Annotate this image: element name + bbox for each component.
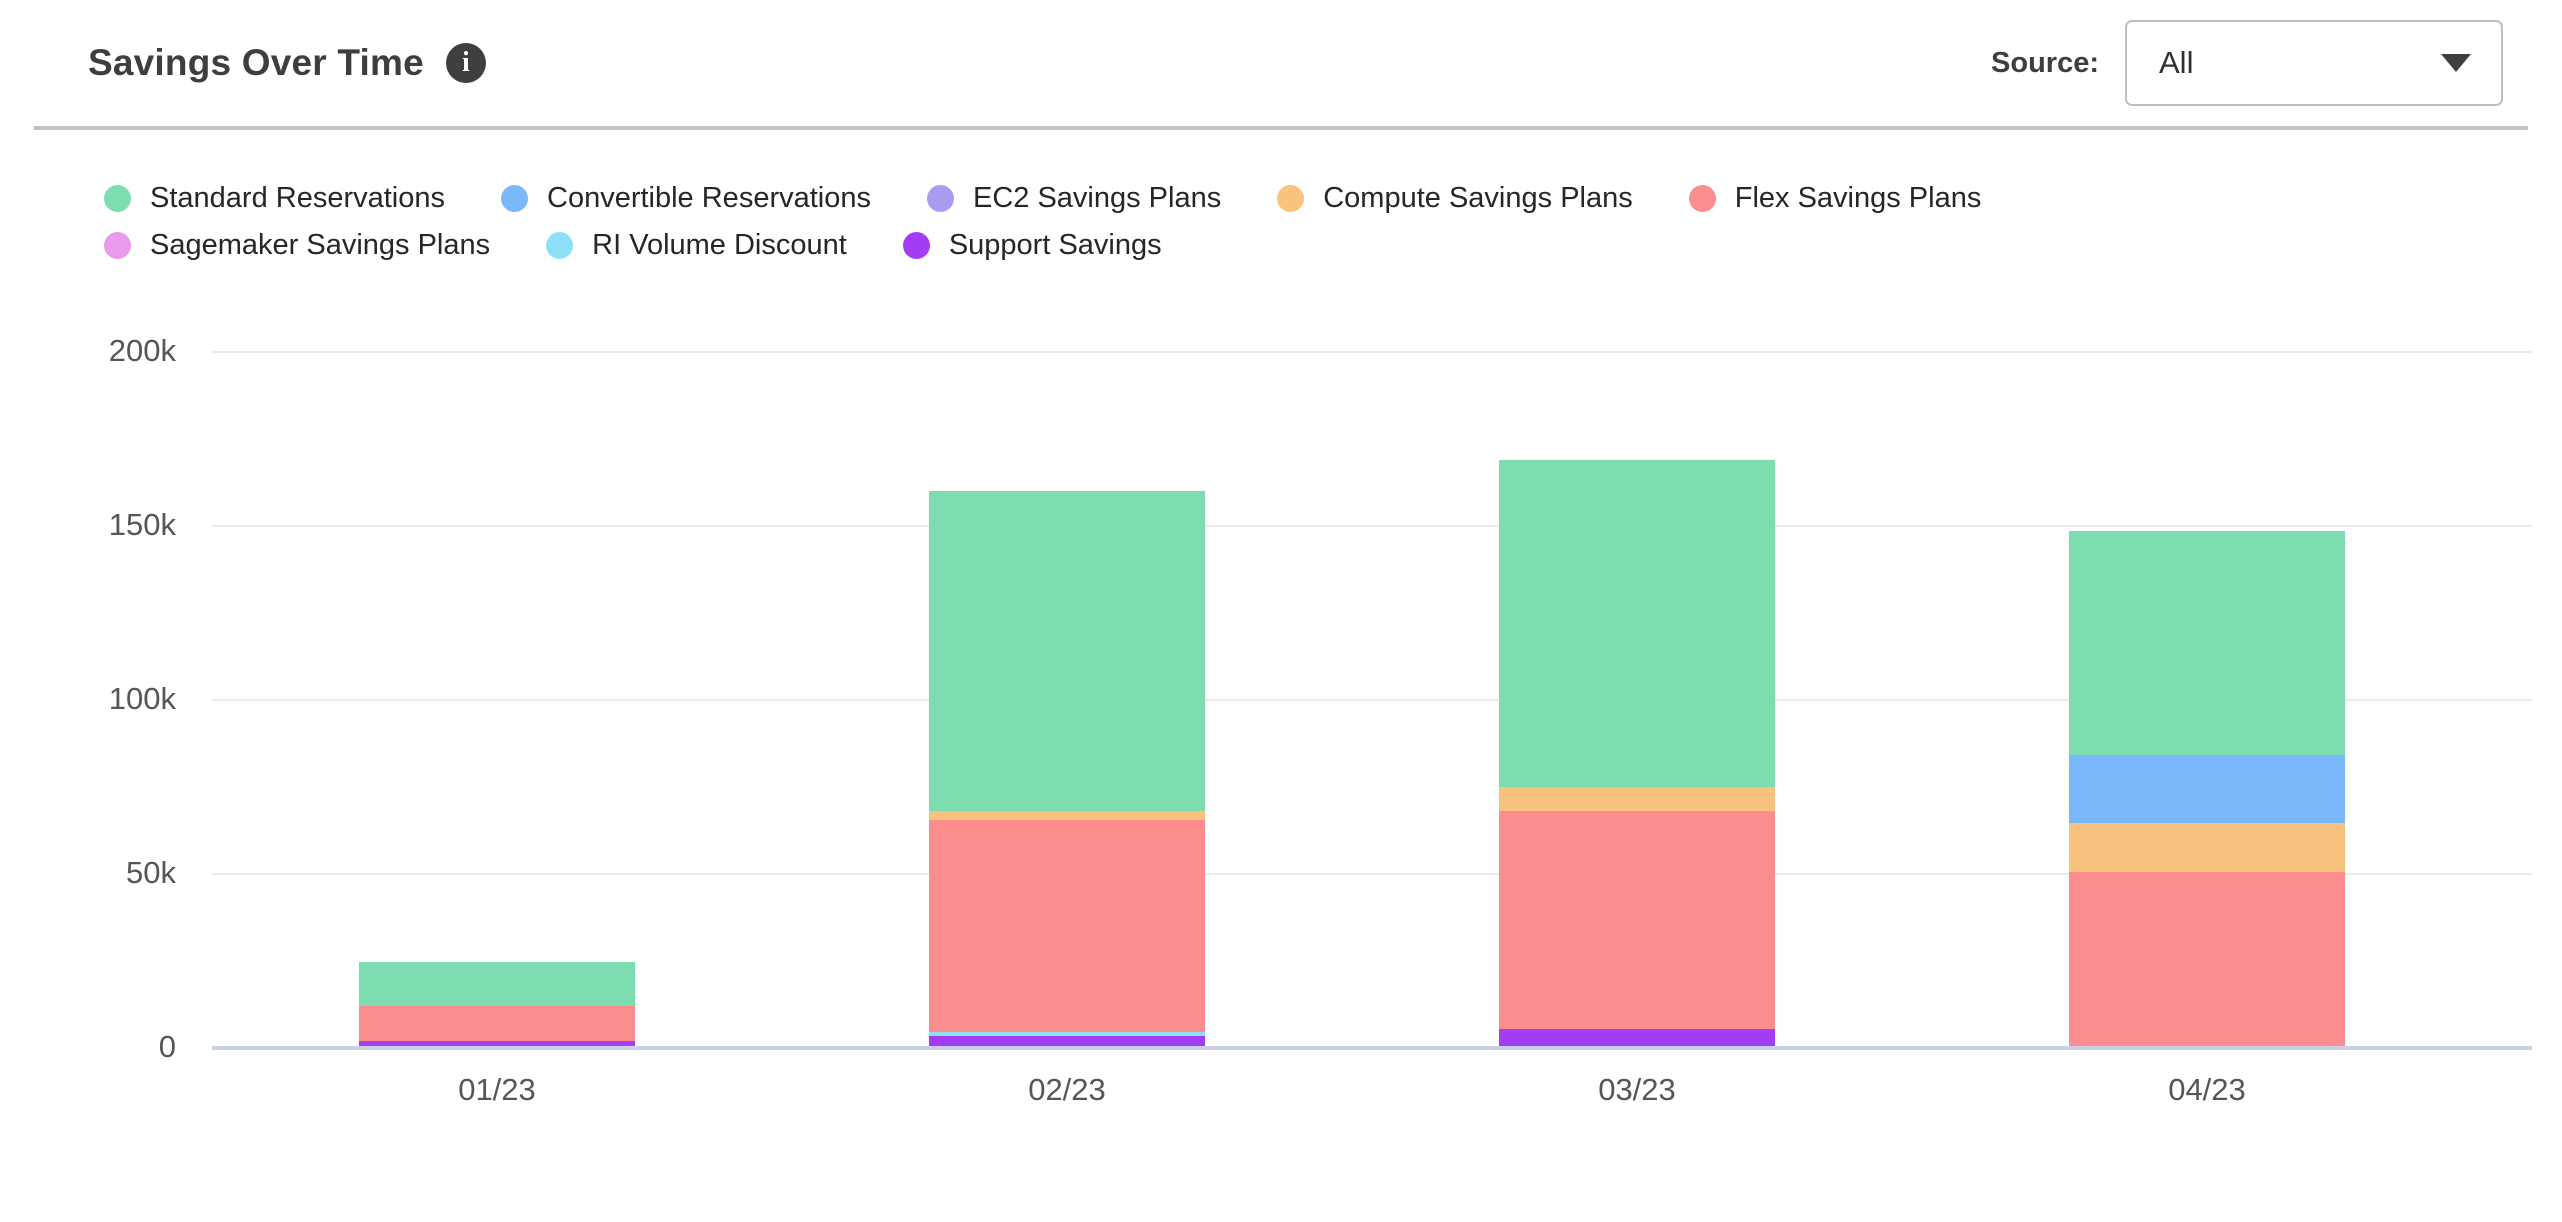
x-axis-label-04-23: 04/23 bbox=[2168, 1072, 2246, 1107]
source-dropdown[interactable]: All bbox=[2125, 20, 2503, 106]
x-axis-label-03-23: 03/23 bbox=[1598, 1072, 1676, 1107]
legend-dot-icon bbox=[104, 185, 131, 212]
legend-item-label: Sagemaker Savings Plans bbox=[150, 229, 491, 261]
info-icon[interactable]: i bbox=[445, 43, 486, 83]
gridline-200k bbox=[212, 351, 2532, 353]
legend-item-label: Convertible Reservations bbox=[547, 182, 871, 214]
legend-row-2: Sagemaker Savings Plans RI Volume Discoun… bbox=[104, 229, 2562, 262]
bar-segment-02-23-flex-savings-plans[interactable] bbox=[929, 819, 1205, 1033]
bar-segment-04-23-standard-reservations[interactable] bbox=[2069, 530, 2345, 756]
bar-segment-02-23-standard-reservations[interactable] bbox=[929, 490, 1205, 812]
legend-item-label: Standard Reservations bbox=[150, 182, 445, 214]
bar-segment-01-23-support-savings[interactable] bbox=[359, 1040, 635, 1046]
bar-segment-04-23-flex-savings-plans[interactable] bbox=[2069, 872, 2345, 1046]
legend-dot-icon bbox=[902, 232, 930, 259]
bar-segment-02-23-compute-savings-plans[interactable] bbox=[929, 811, 1205, 820]
bar-segment-03-23-standard-reservations[interactable] bbox=[1499, 459, 1775, 787]
legend-dot-icon bbox=[926, 185, 954, 212]
source-dropdown-value: All bbox=[2159, 45, 2194, 80]
y-axis-label-100k: 100k bbox=[108, 681, 176, 716]
legend-dot-icon bbox=[501, 185, 528, 212]
bar-segment-04-23-compute-savings-plans[interactable] bbox=[2069, 823, 2345, 872]
header-divider bbox=[34, 126, 2528, 130]
bar-segment-03-23-support-savings[interactable] bbox=[1499, 1028, 1775, 1046]
legend-row-1: Standard Reservations Convertible Reserva… bbox=[104, 182, 2562, 215]
bar-segment-01-23-standard-reservations[interactable] bbox=[359, 962, 635, 1006]
bar-segment-01-23-flex-savings-plans[interactable] bbox=[359, 1005, 635, 1041]
bar-segment-03-23-flex-savings-plans[interactable] bbox=[1499, 811, 1775, 1029]
legend-dot-icon bbox=[104, 232, 131, 259]
legend-dot-icon bbox=[1688, 185, 1716, 212]
page-title: Savings Over Time bbox=[88, 42, 424, 83]
legend-item-label: Support Savings bbox=[948, 229, 1162, 261]
bar-segment-02-23-support-savings[interactable] bbox=[929, 1035, 1205, 1046]
y-axis-label-0: 0 bbox=[158, 1029, 176, 1064]
bar-segment-02-23-ri-volume-discount[interactable] bbox=[929, 1032, 1205, 1036]
legend-item-label: Compute Savings Plans bbox=[1323, 182, 1633, 214]
legend-item-flex-savings-plans[interactable]: Flex Savings Plans bbox=[1688, 182, 1982, 215]
legend-dot-icon bbox=[546, 232, 574, 259]
x-axis-label-01-23: 01/23 bbox=[458, 1072, 536, 1107]
x-axis-baseline bbox=[212, 1046, 2532, 1050]
legend-item-label: Flex Savings Plans bbox=[1734, 182, 1982, 214]
bar-segment-04-23-convertible-reservations[interactable] bbox=[2069, 755, 2345, 824]
chart-header: Savings Over Time i Source: All bbox=[0, 0, 2562, 126]
y-axis-label-150k: 150k bbox=[108, 507, 176, 542]
gridline-150k bbox=[212, 525, 2532, 527]
legend-item-label: RI Volume Discount bbox=[592, 229, 847, 261]
y-axis-label-200k: 200k bbox=[108, 333, 176, 368]
legend-item-label: EC2 Savings Plans bbox=[972, 182, 1222, 214]
source-wrap: Source: All bbox=[1991, 20, 2503, 106]
legend-item-support-savings[interactable]: Support Savings bbox=[902, 229, 1162, 262]
chevron-down-icon bbox=[2441, 54, 2471, 72]
legend: Standard Reservations Convertible Reserva… bbox=[104, 182, 2562, 262]
legend-item-ec2-savings-plans[interactable]: EC2 Savings Plans bbox=[926, 182, 1222, 215]
legend-item-standard-reservations[interactable]: Standard Reservations bbox=[104, 182, 445, 215]
legend-dot-icon bbox=[1277, 185, 1305, 212]
bar-segment-03-23-compute-savings-plans[interactable] bbox=[1499, 786, 1775, 812]
x-axis-label-02-23: 02/23 bbox=[1028, 1072, 1106, 1107]
legend-item-convertible-reservations[interactable]: Convertible Reservations bbox=[501, 182, 871, 215]
title-wrap: Savings Over Time i bbox=[88, 42, 486, 84]
legend-item-sagemaker-savings-plans[interactable]: Sagemaker Savings Plans bbox=[104, 229, 490, 262]
source-label: Source: bbox=[1991, 46, 2099, 79]
y-axis-label-50k: 50k bbox=[126, 855, 176, 890]
legend-item-ri-volume-discount[interactable]: RI Volume Discount bbox=[546, 229, 847, 262]
legend-item-compute-savings-plans[interactable]: Compute Savings Plans bbox=[1277, 182, 1633, 215]
